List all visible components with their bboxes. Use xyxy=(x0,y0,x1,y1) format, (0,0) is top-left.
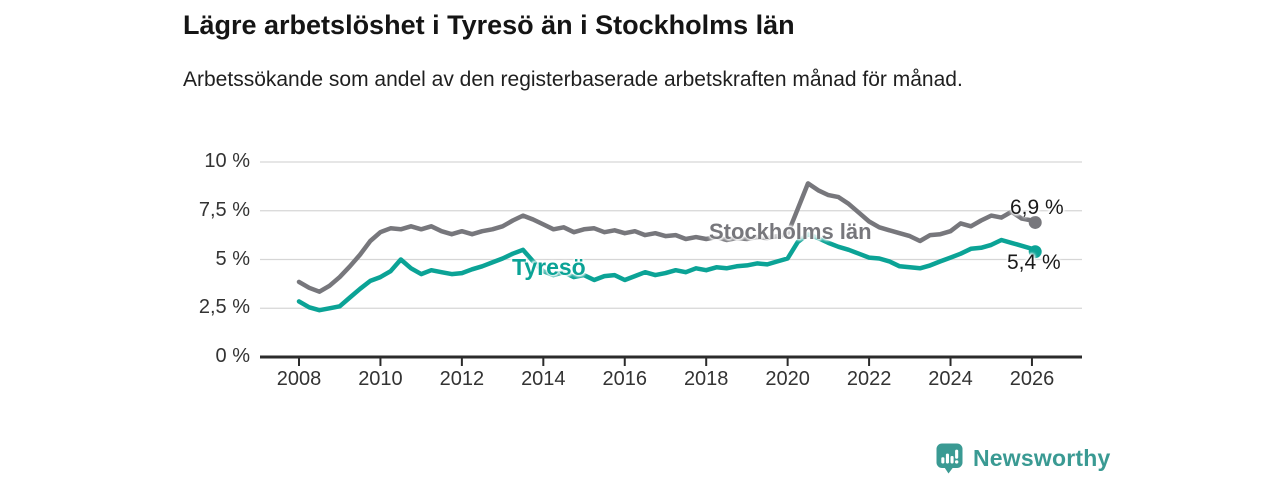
x-axis-label: 2024 xyxy=(928,368,973,390)
x-axis-label: 2008 xyxy=(276,368,322,390)
end-value-label-tyreso: 5,4 % xyxy=(1007,251,1061,274)
newsworthy-brand-link[interactable]: Newsworthy xyxy=(936,443,1110,474)
end-value-label-stockholms-lan: 6,9 % xyxy=(1010,196,1064,219)
series-label-stockholms-lan: Stockholms län xyxy=(709,219,872,244)
y-axis-label: 2,5 % xyxy=(198,296,250,319)
chart-title: Lägre arbetslöshet i Tyresö än i Stockho… xyxy=(183,10,795,40)
y-axis-label: 10 % xyxy=(204,150,250,172)
x-axis-label: 2010 xyxy=(358,368,403,390)
chart-subtitle: Arbetssökande som andel av den registerb… xyxy=(183,68,963,91)
series-endpoint-stockholms-lan xyxy=(1028,215,1042,229)
gridlines xyxy=(260,161,1082,309)
x-axis-label: 2018 xyxy=(683,368,729,390)
series-line-stockholms-lan xyxy=(296,181,1038,294)
newsworthy-wordmark: Newsworthy xyxy=(973,445,1111,471)
x-axis-label: 2016 xyxy=(602,368,648,390)
y-axis-label: 7,5 % xyxy=(198,198,250,221)
x-axis xyxy=(260,355,1082,366)
x-axis-label: 2022 xyxy=(846,368,892,390)
series-endpoint-tyreso xyxy=(1028,245,1042,259)
series-lines xyxy=(296,181,1042,313)
x-axis-label: 2026 xyxy=(1009,368,1055,390)
x-axis-label: 2012 xyxy=(439,368,485,390)
x-axis-label: 2020 xyxy=(765,368,810,390)
y-axis-label: 0 % xyxy=(215,345,250,367)
newsworthy-logo-icon xyxy=(936,443,963,474)
series-line-tyreso xyxy=(296,231,1038,313)
x-axis-label: 2014 xyxy=(521,368,566,390)
y-axis-label: 5 % xyxy=(215,247,250,270)
series-label-tyreso: Tyresö xyxy=(512,254,586,280)
